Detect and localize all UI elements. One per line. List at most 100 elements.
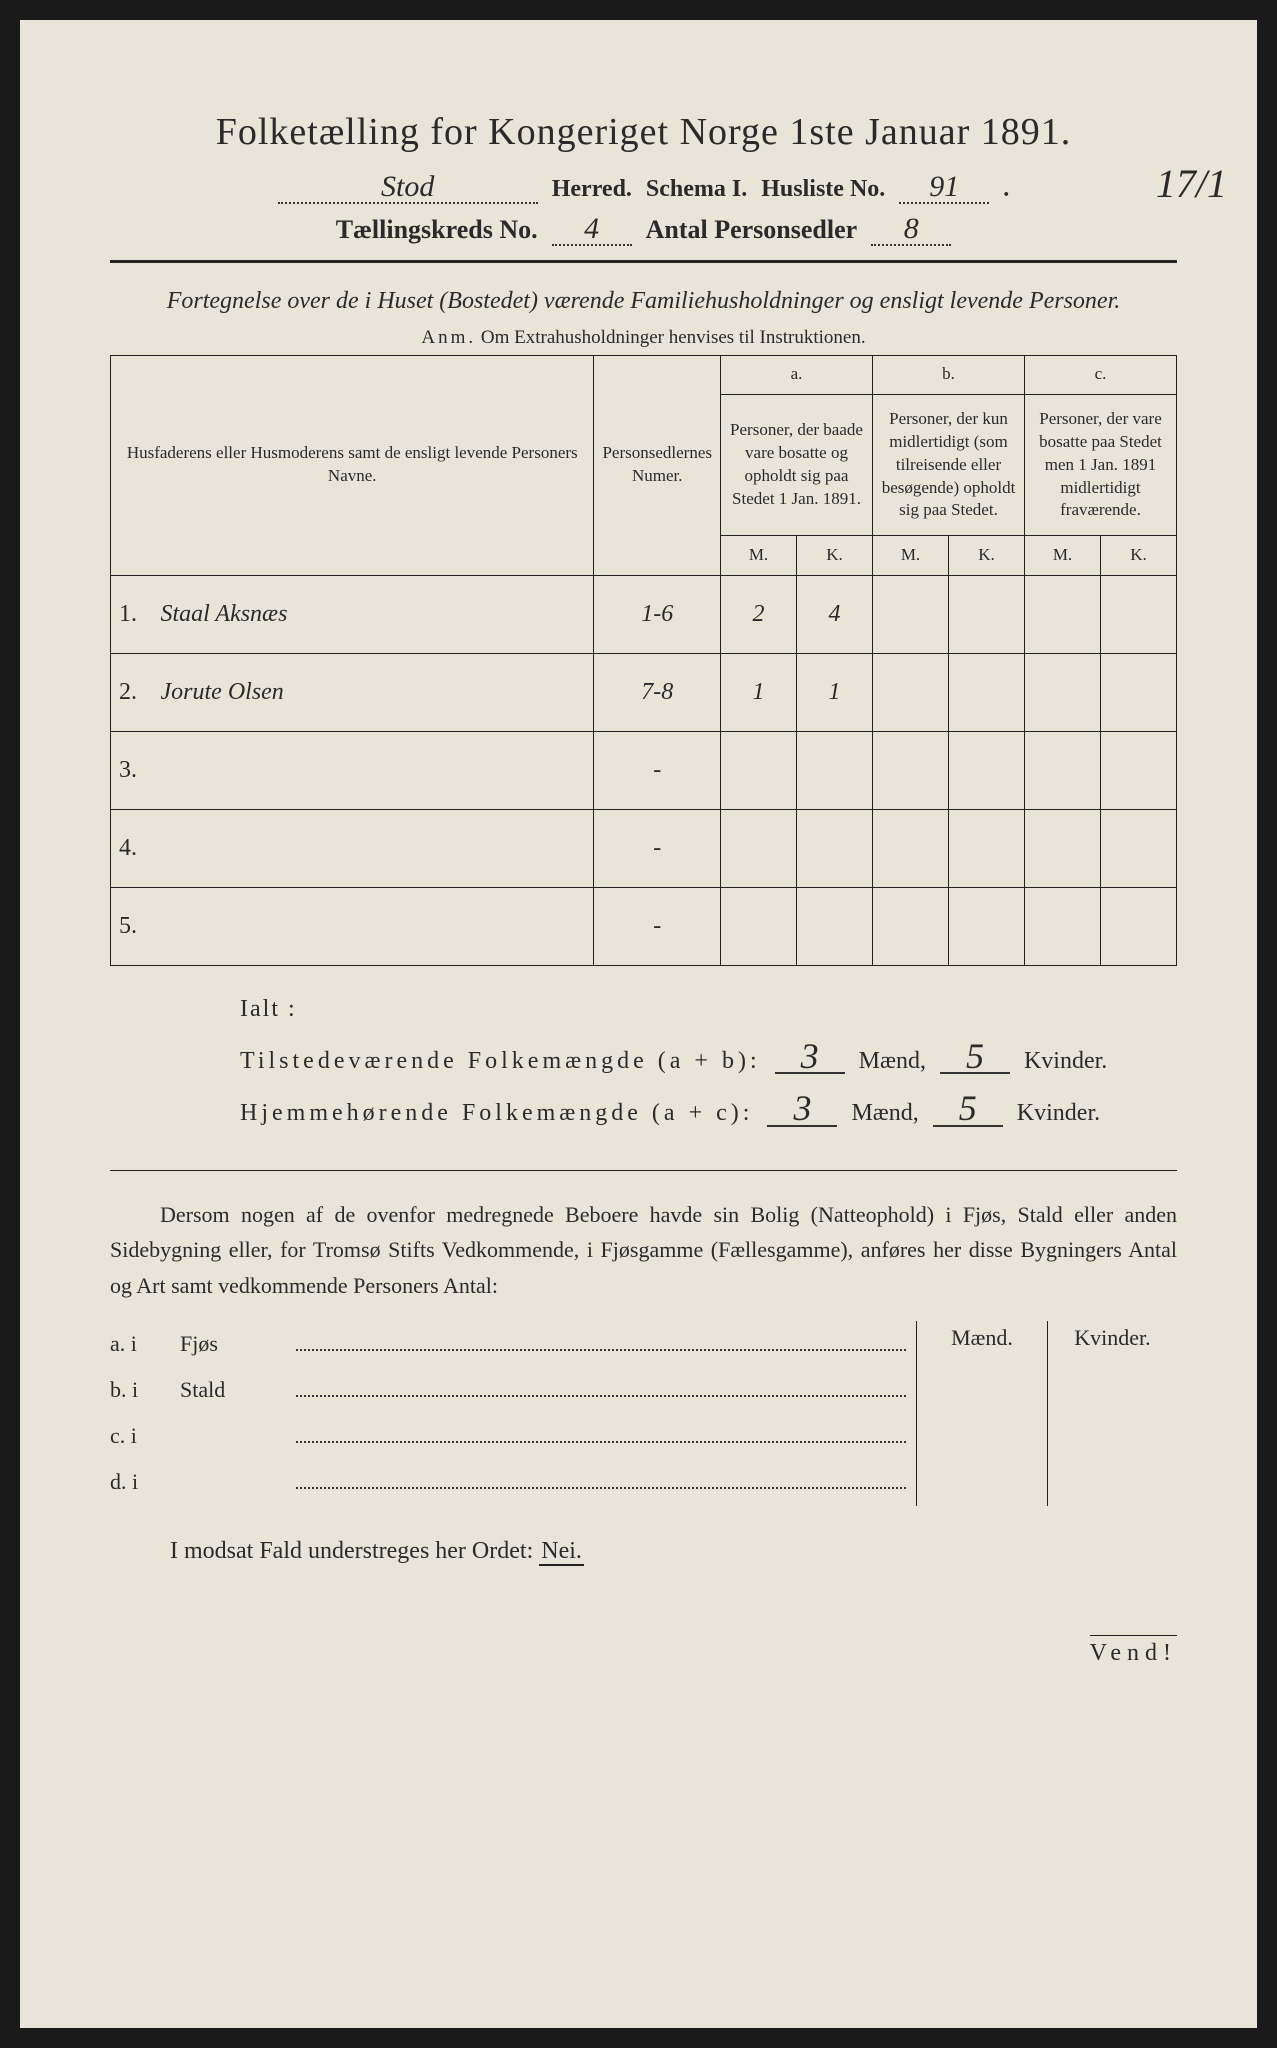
divider bbox=[110, 1170, 1177, 1171]
row-number: 4. bbox=[111, 809, 147, 887]
b-k-cell bbox=[949, 575, 1025, 653]
name-cell: Staal Aksnæs bbox=[147, 575, 594, 653]
kvinder-label: Kvinder. bbox=[1017, 1100, 1100, 1126]
c-k-cell bbox=[1101, 731, 1177, 809]
nei-word: Nei. bbox=[539, 1538, 584, 1566]
kreds-value: 4 bbox=[552, 214, 632, 246]
kreds-label: Tællingskreds No. bbox=[336, 215, 538, 245]
table-row: 5. - bbox=[111, 887, 1177, 965]
b-m-cell bbox=[873, 653, 949, 731]
col-a-m: M. bbox=[721, 535, 797, 575]
census-form-page: 17/1 Folketælling for Kongeriget Norge 1… bbox=[20, 20, 1257, 2028]
a-k-cell bbox=[797, 809, 873, 887]
totals-line2-label: Hjemmehørende Folkemængde (a + c): bbox=[240, 1087, 753, 1140]
herred-label: Herred. bbox=[552, 176, 632, 203]
building-row-name: Fjøs bbox=[180, 1321, 290, 1367]
col-a-label: a. bbox=[721, 355, 873, 395]
table-row: 3.- bbox=[111, 731, 1177, 809]
col-b-m: M. bbox=[873, 535, 949, 575]
margin-note: 17/1 bbox=[1156, 160, 1227, 207]
table-row: 1.Staal Aksnæs1-624 bbox=[111, 575, 1177, 653]
row-number: 5. bbox=[111, 887, 147, 965]
col-b-desc: Personer, der kun midlertidigt (som tilr… bbox=[873, 395, 1025, 536]
c-k-cell bbox=[1101, 887, 1177, 965]
header-row-1: Stod Herred. Schema I. Husliste No. 91 . bbox=[110, 172, 1177, 204]
totals-ac-m: 3 bbox=[767, 1092, 837, 1126]
a-k-cell: 4 bbox=[797, 575, 873, 653]
a-m-cell bbox=[721, 731, 797, 809]
b-m-cell bbox=[873, 809, 949, 887]
anm-text: Om Extrahusholdninger henvises til Instr… bbox=[481, 327, 866, 348]
building-row-label: d. i bbox=[110, 1459, 180, 1505]
totals-block: Tilstedeværende Folkemængde (a + b): 3 M… bbox=[240, 1035, 1177, 1141]
anm-label: Anm. bbox=[421, 327, 476, 348]
ialt-label: Ialt : bbox=[240, 996, 1177, 1023]
dotted-fill bbox=[296, 1421, 906, 1443]
building-row: c. i bbox=[110, 1413, 906, 1459]
c-m-cell bbox=[1025, 575, 1101, 653]
numer-cell: - bbox=[594, 731, 721, 809]
totals-ab-k: 5 bbox=[940, 1040, 1010, 1074]
maend-label: Mænd, bbox=[859, 1048, 926, 1074]
nei-pre: I modsat Fald understreges her Ordet: bbox=[170, 1538, 533, 1564]
building-row-name: Stald bbox=[180, 1367, 290, 1413]
c-k-cell bbox=[1101, 809, 1177, 887]
totals-ac-k: 5 bbox=[933, 1092, 1003, 1126]
name-cell bbox=[147, 887, 594, 965]
building-maend-head: Mænd. bbox=[917, 1321, 1047, 1506]
c-k-cell bbox=[1101, 653, 1177, 731]
numer-cell: - bbox=[594, 809, 721, 887]
schema-label: Schema I. bbox=[646, 176, 747, 203]
name-cell: Jorute Olsen bbox=[147, 653, 594, 731]
col-name-head: Husfaderens eller Husmoderens samt de en… bbox=[111, 355, 594, 575]
c-m-cell bbox=[1025, 809, 1101, 887]
kvinder-label: Kvinder. bbox=[1024, 1048, 1107, 1074]
building-kvinder-head: Kvinder. bbox=[1047, 1321, 1177, 1506]
building-row: a. iFjøs bbox=[110, 1321, 906, 1367]
husliste-label: Husliste No. bbox=[761, 176, 885, 203]
a-k-cell bbox=[797, 731, 873, 809]
b-m-cell bbox=[873, 887, 949, 965]
row-number: 2. bbox=[111, 653, 147, 731]
col-c-label: c. bbox=[1025, 355, 1177, 395]
husliste-value: 91 bbox=[899, 172, 989, 204]
name-cell bbox=[147, 731, 594, 809]
building-paragraph: Dersom nogen af de ovenfor medregnede Be… bbox=[110, 1197, 1177, 1303]
nei-line: I modsat Fald understreges her Ordet: Ne… bbox=[110, 1538, 1177, 1565]
divider bbox=[110, 260, 1177, 263]
col-a-k: K. bbox=[797, 535, 873, 575]
dotted-fill bbox=[296, 1375, 906, 1397]
col-a-desc: Personer, der baade vare bosatte og opho… bbox=[721, 395, 873, 536]
maend-label: Mænd, bbox=[851, 1100, 918, 1126]
b-k-cell bbox=[949, 653, 1025, 731]
household-table: Husfaderens eller Husmoderens samt de en… bbox=[110, 355, 1177, 966]
building-row-label: c. i bbox=[110, 1413, 180, 1459]
b-k-cell bbox=[949, 887, 1025, 965]
table-row: 2.Jorute Olsen7-811 bbox=[111, 653, 1177, 731]
numer-cell: 1-6 bbox=[594, 575, 721, 653]
name-cell bbox=[147, 809, 594, 887]
building-right: Mænd. Kvinder. bbox=[916, 1321, 1177, 1506]
building-row: b. iStald bbox=[110, 1367, 906, 1413]
a-k-cell bbox=[797, 887, 873, 965]
header-row-2: Tællingskreds No. 4 Antal Personsedler 8 bbox=[110, 214, 1177, 246]
building-row-label: a. i bbox=[110, 1321, 180, 1367]
b-k-cell bbox=[949, 809, 1025, 887]
page-title: Folketælling for Kongeriget Norge 1ste J… bbox=[110, 110, 1177, 154]
numer-cell: - bbox=[594, 887, 721, 965]
c-k-cell bbox=[1101, 575, 1177, 653]
col-c-k: K. bbox=[1101, 535, 1177, 575]
vend-label: Vend! bbox=[1090, 1635, 1177, 1667]
building-block: a. iFjøsb. iStaldc. id. i Mænd. Kvinder. bbox=[110, 1321, 1177, 1506]
totals-line1-label: Tilstedeværende Folkemængde (a + b): bbox=[240, 1035, 761, 1088]
herred-value: Stod bbox=[278, 172, 538, 204]
a-m-cell bbox=[721, 809, 797, 887]
b-m-cell bbox=[873, 575, 949, 653]
numer-cell: 7-8 bbox=[594, 653, 721, 731]
b-k-cell bbox=[949, 731, 1025, 809]
col-numer-head: Personsedlernes Numer. bbox=[594, 355, 721, 575]
dotted-fill bbox=[296, 1329, 906, 1351]
building-row-label: b. i bbox=[110, 1367, 180, 1413]
dotted-fill bbox=[296, 1467, 906, 1489]
c-m-cell bbox=[1025, 653, 1101, 731]
